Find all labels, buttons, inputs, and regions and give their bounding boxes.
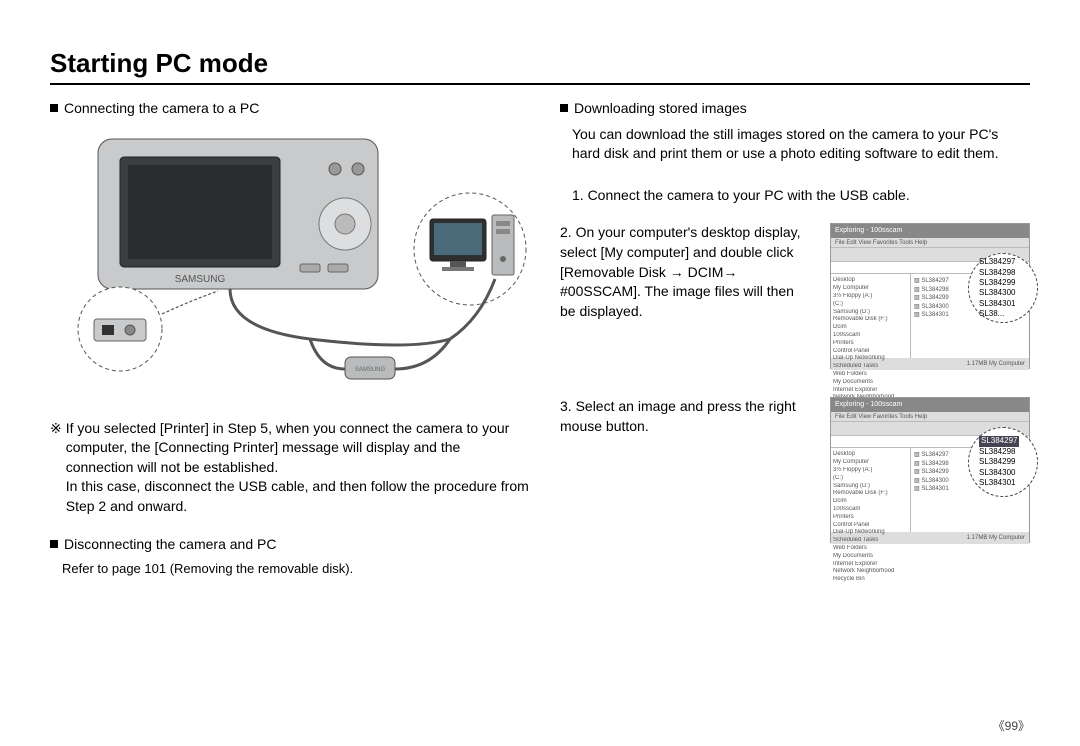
tree-item: Removable Disk (F:) [833,490,908,498]
tree-item: Web Folders [833,371,908,379]
tree-item: Dcim [833,324,908,332]
tree-item: Samsung (D:) [833,309,908,317]
tree-item: Internet Explorer [833,561,908,569]
note-paragraph-1: If you selected [Printer] in Step 5, whe… [66,419,530,478]
zoom-item: SL384297 [979,257,1015,267]
step-3-row: 3. Select an image and press the right m… [560,397,1030,543]
tree-item: My Computer [833,459,908,467]
tree-item: Desktop [833,277,908,285]
tree-item: Dcim [833,498,908,506]
tree-item: 3½ Floppy (A:) [833,467,908,475]
right-column: Downloading stored images You can downlo… [560,99,1030,578]
bullet-square-icon [50,540,58,548]
left-heading-2-text: Disconnecting the camera and PC [64,535,276,555]
tree-item: Dial-Up Networking [833,355,908,363]
right-heading-1-text: Downloading stored images [574,99,747,119]
tree-item: Control Panel [833,522,908,530]
zoom-callout-2: SL384297SL384298SL384299SL384300SL384301 [968,427,1038,497]
left-column: Connecting the camera to a PC SAMSUNG [50,99,530,578]
left-heading-2-sub: Refer to page 101 (Removing the removabl… [62,560,530,578]
step-2-text: 2. On your computer's desktop display, s… [560,223,806,321]
camera-pc-svg: SAMSUNG SAMSUNG [50,129,530,399]
tree-item: Scheduled Tasks [833,537,908,545]
zoom-item: SL384299 [979,457,1015,467]
right-intro: You can download the still images stored… [572,125,1030,164]
window-menubar: File Edit View Favorites Tools Help [831,412,1029,422]
tree-item: Printers [833,514,908,522]
note-symbol: ※ [50,419,62,517]
tree-item: 100sscam [833,506,908,514]
zoom-item: SL384299 [979,278,1015,288]
tree-item: My Documents [833,379,908,387]
left-heading-1-text: Connecting the camera to a PC [64,99,259,119]
file-window-2-wrap: Exploring - 100sscam File Edit View Favo… [830,397,1030,543]
window-menubar: File Edit View Favorites Tools Help [831,238,1029,248]
note-paragraph-2: In this case, disconnect the USB cable, … [66,477,530,516]
tree-item: Control Panel [833,348,908,356]
zoom-callout-1: SL384297SL384298SL384299SL384300SL384301… [968,253,1038,323]
camera-connection-illustration: SAMSUNG SAMSUNG [50,129,530,399]
step-3-text: 3. Select an image and press the right m… [560,397,806,436]
folder-tree: Desktop My Computer 3½ Floppy (A:) (C:) … [831,274,911,358]
tree-item: (C:) [833,301,908,309]
tree-item: Printers [833,340,908,348]
tree-item: My Documents [833,553,908,561]
zoom-item: SL384300 [979,468,1015,478]
file-window-1-wrap: Exploring - 100sscam File Edit View Favo… [830,223,1030,369]
tree-item: Removable Disk (F:) [833,316,908,324]
tree-item: Web Folders [833,545,908,553]
folder-tree: Desktop My Computer 3½ Floppy (A:) (C:) … [831,448,911,532]
tree-item: Network Neighborhood [833,568,908,576]
tree-item: Desktop [833,451,908,459]
zoom-item: SL384301 [979,478,1015,488]
right-heading-1: Downloading stored images [560,99,1030,119]
page-title: Starting PC mode [50,48,1030,85]
printer-note: ※ If you selected [Printer] in Step 5, w… [50,419,530,517]
svg-text:SAMSUNG: SAMSUNG [355,367,386,373]
tree-item: 3½ Floppy (A:) [833,293,908,301]
content-columns: Connecting the camera to a PC SAMSUNG [50,99,1030,578]
step-2-row: 2. On your computer's desktop display, s… [560,223,1030,369]
tree-item: (C:) [833,475,908,483]
zoom-item: SL384298 [979,447,1015,457]
left-heading-1: Connecting the camera to a PC [50,99,530,119]
tree-item: My Computer [833,285,908,293]
tree-item: Dial-Up Networking [833,529,908,537]
camera-brand-label: SAMSUNG [175,274,226,285]
zoom-item: SL38... [979,309,1004,319]
page-number: 《99》 [993,717,1030,734]
window-titlebar: Exploring - 100sscam [831,398,1029,412]
tree-item: Samsung (D:) [833,483,908,491]
bullet-square-icon [50,104,58,112]
zoom-item: SL384298 [979,268,1015,278]
step-1: 1. Connect the camera to your PC with th… [572,186,1030,206]
zoom-item: SL384300 [979,288,1015,298]
tree-item: 100sscam [833,332,908,340]
tree-item: Internet Explorer [833,387,908,395]
window-titlebar: Exploring - 100sscam [831,224,1029,238]
tree-item: Scheduled Tasks [833,363,908,371]
bullet-square-icon [560,104,568,112]
zoom-item: SL384297 [979,436,1019,446]
tree-item: Recycle Bin [833,576,908,584]
left-heading-2: Disconnecting the camera and PC [50,535,530,555]
zoom-item: SL384301 [979,299,1015,309]
